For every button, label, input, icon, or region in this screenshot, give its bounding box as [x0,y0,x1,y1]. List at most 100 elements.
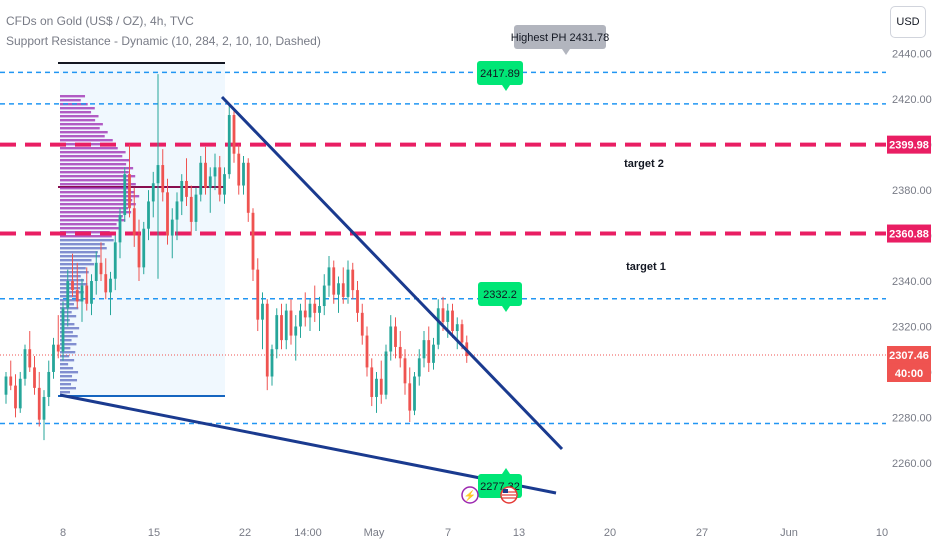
candle-body [14,385,17,409]
last-price-tag-box [887,345,931,364]
candle-body [384,351,388,395]
profile-bar [60,147,118,150]
lower-trendline [59,393,557,495]
candle-body [137,235,141,268]
flag-canton [503,489,508,493]
candle-body [318,306,321,313]
candle-body [413,376,416,411]
profile-bar [60,311,72,314]
candle-body [284,310,288,341]
profile-bar [60,191,135,194]
last-price-tag: 2307.46 [887,345,931,364]
candle-body [246,162,250,213]
target-2-price-tag-text: 2399.98 [889,140,929,152]
candle-body [170,219,174,236]
profile-bar [60,203,136,206]
candle-body [408,383,412,411]
candle-body [303,310,307,318]
profile-bar [60,243,105,246]
profile-bar [60,183,136,186]
candle-body [61,308,65,352]
time-tick-label: 27 [696,527,708,539]
candle-body [180,180,184,202]
price-tick-label: 2380.00 [892,185,932,197]
profile-bar [60,131,108,134]
earnings-event-icon[interactable]: ⚡ [461,486,479,504]
level-2417-label-box [477,61,523,85]
price-axis[interactable]: 2440.002420.002400.002380.002360.002340.… [887,49,932,470]
highest-ph-label-text: Highest PH 2431.78 [511,32,609,44]
currency-button[interactable]: USD [890,6,926,38]
economic-event-icon[interactable] [500,486,518,504]
profile-bar [60,259,92,262]
candle-body [422,340,426,359]
profile-bar [60,219,126,222]
candle-body [33,367,36,388]
candle-body [322,285,326,307]
profile-bar [60,387,77,390]
candle-body [213,167,217,177]
candle-body [441,308,445,322]
time-tick-label: 20 [604,527,616,539]
candle-body [232,115,236,154]
candle-body [90,281,93,304]
target-1-price-tag-text: 2360.88 [889,229,929,241]
candle-body [142,228,146,268]
profile-bar [60,327,80,330]
countdown-tag-box [887,363,931,382]
candle-body [451,310,454,332]
level-2277-label-pointer [502,468,510,474]
level-2332-label: 2332.2 [478,282,522,312]
symbol-title: CFDs on Gold (US$ / OZ), 4h, TVC [6,14,194,28]
profile-bar [60,379,78,382]
candle-body [28,349,32,368]
highest-ph-label-pointer [562,49,570,55]
profile-bar [60,115,99,118]
candle-body [128,174,131,209]
price-tick-label: 2440.00 [892,49,932,61]
candle-body [332,267,336,295]
candle-body [261,303,264,320]
profile-bar [60,255,101,258]
profile-bar [60,155,123,158]
candle-body [9,376,13,386]
last-price-tag-text: 2307.46 [889,350,929,362]
profile-bar [60,187,130,190]
candle-body [341,283,345,297]
candle-body [289,310,293,336]
upper-trendline [220,95,564,451]
price-tick-label: 2420.00 [892,94,932,106]
profile-bar [60,331,73,334]
profile-bar [60,359,75,362]
candle-body [351,269,355,291]
candle-body [256,269,260,320]
candle-body [132,208,136,236]
candle-body [455,324,459,332]
candle-body [204,162,207,188]
candle-body [446,310,450,322]
lightning-icon[interactable] [461,486,479,504]
candle-body [189,196,193,222]
profile-bar [60,207,129,210]
candle-body [280,315,283,341]
candle-body [346,269,350,297]
candle-body [270,349,274,377]
candle-body [151,183,155,202]
candle-body [185,180,188,197]
profile-bar [60,247,107,250]
candle-body [56,344,60,352]
profile-bar [60,199,133,202]
candle-body [265,303,269,377]
time-axis[interactable]: 8 15 22 14:00 May 7 13 20 27 Jun 10 [60,527,888,539]
time-tick-label: Jun [780,527,798,539]
candle-body [417,358,421,377]
profile-bar [60,287,81,290]
profile-bar [60,239,114,242]
candle-body [80,285,84,302]
profile-bar [60,171,129,174]
profile-bar [60,375,73,378]
indicator-title: Support Resistance - Dynamic (10, 284, 2… [6,34,321,48]
candle-body [356,290,359,313]
